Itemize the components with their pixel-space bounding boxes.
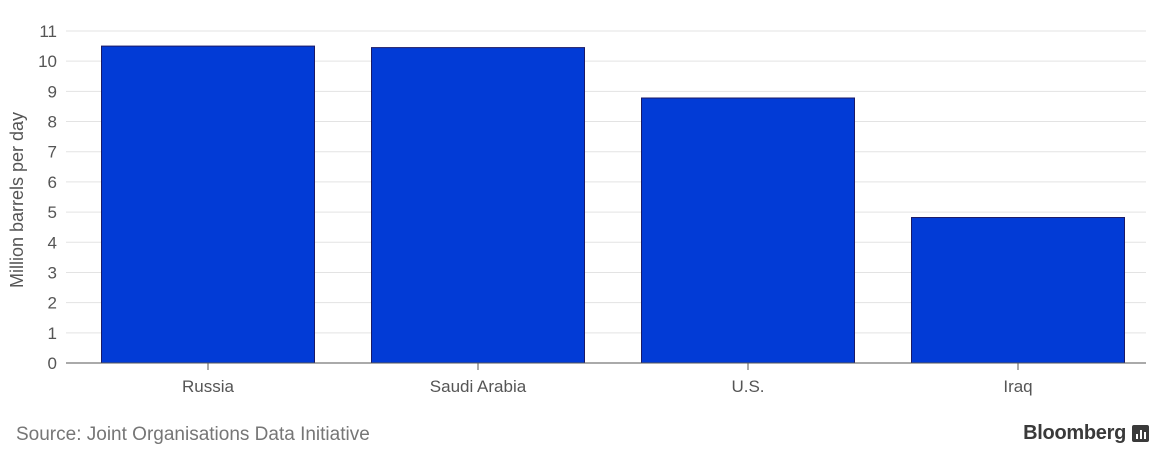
y-tick-label: 8 [48,113,57,132]
y-axis-ticks: 0 1 2 3 4 5 6 7 8 9 10 11 [38,22,57,373]
x-tick-label: U.S. [731,377,764,396]
x-tick-label: Iraq [1003,377,1032,396]
y-axis-label: Million barrels per day [7,112,27,288]
brand-name: Bloomberg [1023,422,1126,444]
y-tick-label: 3 [48,263,57,282]
source-note: Source: Joint Organisations Data Initiat… [16,424,370,445]
y-tick-label: 5 [48,203,57,222]
y-tick-label: 1 [48,324,57,343]
footer: Source: Joint Organisations Data Initiat… [0,418,1161,452]
bar-saudi-arabia [371,47,585,364]
y-tick-label: 4 [48,233,57,252]
x-axis-ticks: Russia Saudi Arabia U.S. Iraq [182,363,1033,396]
y-tick-label: 9 [48,82,57,101]
bar-russia [101,45,315,364]
y-tick-label: 10 [38,52,57,71]
brand: Bloomberg [1023,422,1149,445]
y-tick-label: 2 [48,294,57,313]
bar-u-s [641,97,855,364]
y-tick-label: 0 [48,354,57,373]
x-tick-label: Russia [182,377,235,396]
bloomberg-logo-icon [1132,425,1149,442]
bar-iraq [911,217,1125,364]
y-tick-label: 11 [39,22,57,41]
bars [101,45,1125,364]
x-tick-label: Saudi Arabia [430,377,527,396]
y-tick-label: 7 [48,143,57,162]
y-tick-label: 6 [48,173,57,192]
bar-chart: 0 1 2 3 4 5 6 7 8 9 10 11 Russia Saudi Arabia U.S. Ira… [7,22,1146,396]
